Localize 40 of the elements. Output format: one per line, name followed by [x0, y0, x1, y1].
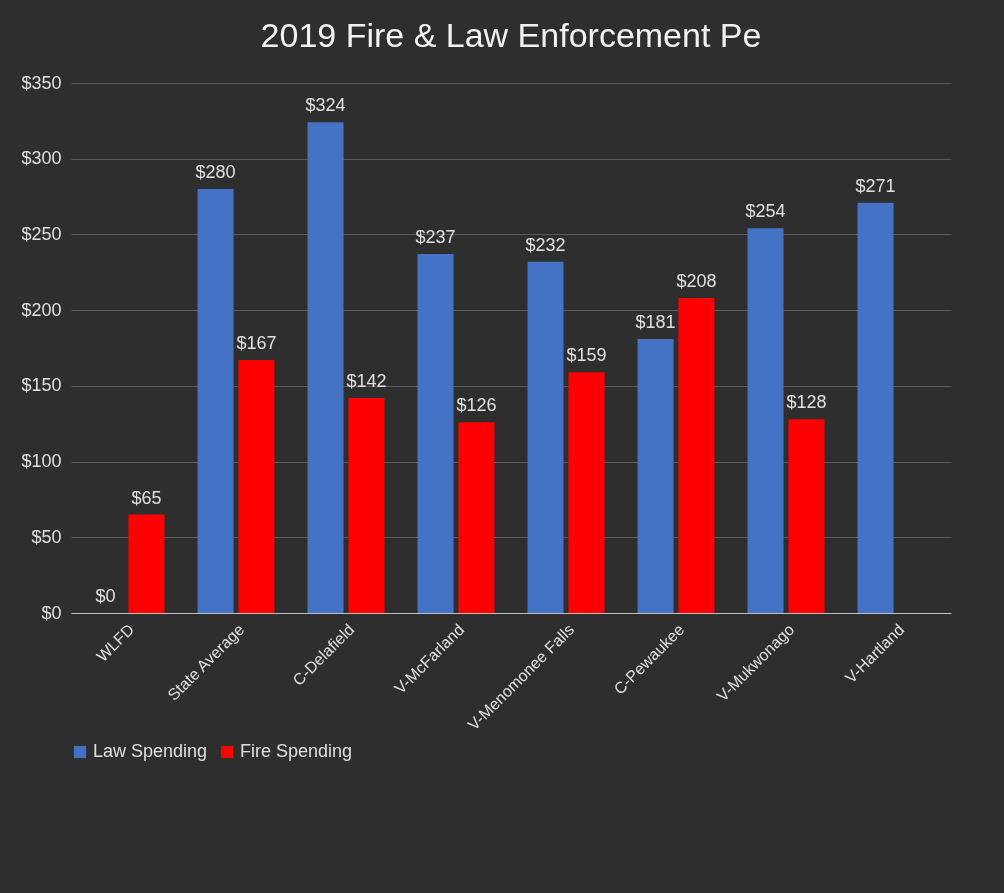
bar — [678, 298, 715, 613]
bar — [307, 122, 344, 613]
y-tick-label: $150 — [21, 375, 62, 396]
y-tick-label: $200 — [21, 299, 62, 320]
bar — [747, 228, 784, 613]
data-label: $254 — [745, 201, 786, 222]
data-label: $232 — [525, 234, 566, 255]
data-label: $0 — [95, 586, 116, 606]
bar — [458, 422, 495, 613]
y-tick-label: $100 — [21, 451, 62, 472]
bar — [857, 202, 894, 613]
bar — [348, 397, 385, 613]
y-tick-label: $250 — [21, 223, 62, 244]
data-label: $167 — [236, 333, 277, 354]
bar — [128, 514, 165, 613]
data-label: $128 — [786, 392, 827, 413]
legend-label: Fire Spending — [240, 741, 353, 761]
data-label: $65 — [131, 487, 162, 508]
data-label: $159 — [566, 345, 607, 366]
y-tick-label: $50 — [31, 526, 62, 547]
bar — [637, 338, 674, 613]
data-label: $280 — [195, 162, 236, 182]
data-label: $324 — [305, 95, 346, 116]
bar — [788, 419, 825, 613]
bar — [527, 261, 564, 613]
data-label: $142 — [346, 370, 387, 391]
chart-title: 2019 Fire & Law Enforcement Pe — [260, 16, 762, 54]
data-label: $126 — [456, 395, 497, 416]
data-label: $208 — [676, 271, 717, 292]
data-label: $181 — [635, 311, 676, 332]
y-tick-label: $350 — [21, 72, 62, 93]
data-label: $271 — [855, 175, 896, 196]
y-tick-label: $0 — [41, 602, 62, 623]
legend-label: Law Spending — [93, 741, 208, 761]
y-tick-label: $300 — [21, 148, 62, 169]
bar — [568, 372, 605, 613]
bar — [238, 360, 275, 613]
bar — [417, 254, 454, 613]
data-label: $237 — [415, 227, 456, 248]
bar — [197, 189, 234, 613]
